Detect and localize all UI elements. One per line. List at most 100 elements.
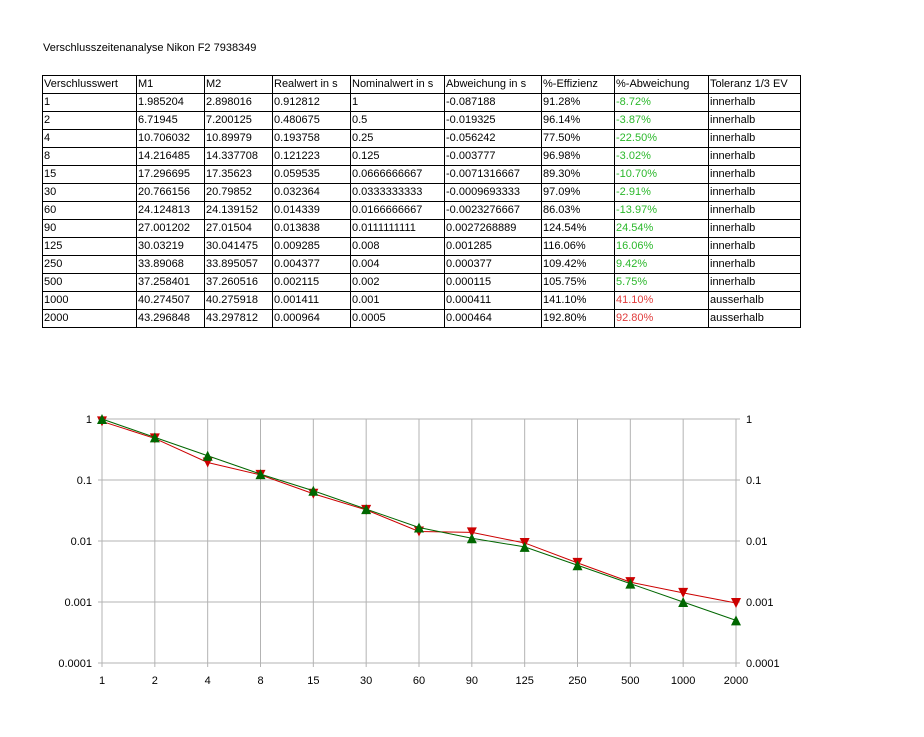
table-cell: innerhalb bbox=[708, 255, 801, 274]
table-cell: 20.766156 bbox=[136, 183, 205, 202]
column-header: Verschlusswert bbox=[42, 75, 137, 94]
table-cell: 16.06% bbox=[614, 237, 709, 256]
table-cell: 0.0027268889 bbox=[444, 219, 542, 238]
data-point bbox=[572, 560, 583, 571]
table-cell: 40.275918 bbox=[204, 291, 273, 310]
table-cell: 24.54% bbox=[614, 219, 709, 238]
table-cell: 30.041475 bbox=[204, 237, 273, 256]
table-cell: 124.54% bbox=[541, 219, 615, 238]
table-row: 60 24.124813 24.139152 0.014339 0.0166666667… bbox=[42, 201, 801, 220]
table-cell: innerhalb bbox=[708, 93, 801, 112]
table-cell: 20.79852 bbox=[204, 183, 273, 202]
table-cell: 500 bbox=[42, 273, 137, 292]
table-cell: 0.000411 bbox=[444, 291, 542, 310]
data-point bbox=[414, 522, 424, 533]
table-cell: innerhalb bbox=[708, 237, 801, 256]
table-row: 4 10.706032 10.89979 0.193758 0.25 -0.056242 7… bbox=[42, 129, 801, 148]
shutter-analysis-table: Verschlusswert M1 M2 Realwert in s Nominalwe… bbox=[42, 75, 801, 328]
table-row: 30 20.766156 20.79852 0.032364 0.0333333333-… bbox=[42, 183, 801, 202]
table-cell: innerhalb bbox=[708, 219, 801, 238]
table-cell: 4 bbox=[42, 129, 137, 148]
table-cell: 0.0666666667 bbox=[350, 165, 445, 184]
column-header: %-Abweichung bbox=[614, 75, 709, 94]
column-header: %-Effizienz bbox=[541, 75, 615, 94]
x-tick-label: 500 bbox=[621, 675, 639, 687]
table-cell: -0.0023276667 bbox=[444, 201, 542, 220]
table-cell: 0.001411 bbox=[272, 291, 351, 310]
column-header: Realwert in s bbox=[272, 75, 351, 94]
table-cell: 0.480675 bbox=[272, 111, 351, 130]
table-cell: 41.10% bbox=[614, 291, 709, 310]
x-tick-label: 8 bbox=[257, 675, 263, 687]
table-cell: innerhalb bbox=[708, 111, 801, 130]
table-cell: 0.000464 bbox=[444, 309, 542, 328]
sheet-title: Verschlusszeitenanalyse Nikon F2 7938349 bbox=[43, 42, 257, 54]
table-cell: 0.912812 bbox=[272, 93, 351, 112]
y-axis-ticks: 1 1 0.1 0.1 0.01 0.01 0.001 0.001 0.0001 0.0001 bbox=[58, 414, 779, 670]
data-point bbox=[255, 469, 266, 480]
table-header-row: Verschlusswert M1 M2 Realwert in s Nominalwe… bbox=[42, 75, 801, 94]
table-cell: ausserhalb bbox=[708, 309, 801, 328]
table-cell: -22.50% bbox=[614, 129, 709, 148]
y-tick-label-left: 0.001 bbox=[64, 597, 92, 609]
data-point bbox=[308, 485, 319, 496]
table-cell: ausserhalb bbox=[708, 291, 801, 310]
table-cell: 91.28% bbox=[541, 93, 615, 112]
table-cell: 14.337708 bbox=[204, 147, 273, 166]
table-cell: 0.193758 bbox=[272, 129, 351, 148]
x-tick-label: 30 bbox=[360, 675, 372, 687]
table-cell: -3.87% bbox=[614, 111, 709, 130]
table-cell: 33.895057 bbox=[204, 255, 273, 274]
table-cell: 43.297812 bbox=[204, 309, 273, 328]
table-cell: innerhalb bbox=[708, 147, 801, 166]
table-cell: -0.0009693333 bbox=[444, 183, 542, 202]
table-cell: 105.75% bbox=[541, 273, 615, 292]
table-cell: 33.89068 bbox=[136, 255, 205, 274]
table-cell: 0.004377 bbox=[272, 255, 351, 274]
table-cell: -3.02% bbox=[614, 147, 709, 166]
table-cell: 125 bbox=[42, 237, 137, 256]
table-cell: 17.35623 bbox=[204, 165, 273, 184]
table-cell: 37.260516 bbox=[204, 273, 273, 292]
table-cell: 7.200125 bbox=[204, 111, 273, 130]
table-cell: 0.0166666667 bbox=[350, 201, 445, 220]
y-tick-label-right: 0.001 bbox=[746, 597, 774, 609]
data-point bbox=[466, 533, 477, 544]
data-point bbox=[678, 587, 689, 598]
table-cell: 109.42% bbox=[541, 255, 615, 274]
table-row: 1000 40.274507 40.275918 0.001411 0.001 0.000… bbox=[42, 291, 801, 310]
table-cell: 9.42% bbox=[614, 255, 709, 274]
table-cell: 43.296848 bbox=[136, 309, 205, 328]
table-cell: -8.72% bbox=[614, 93, 709, 112]
table-cell: 96.98% bbox=[541, 147, 615, 166]
table-cell: 17.296695 bbox=[136, 165, 205, 184]
table-row: 15 17.296695 17.35623 0.059535 0.0666666667-… bbox=[42, 165, 801, 184]
table-cell: 97.09% bbox=[541, 183, 615, 202]
table-cell: 92.80% bbox=[614, 309, 709, 328]
table-cell: 0.001 bbox=[350, 291, 445, 310]
table-cell: -0.019325 bbox=[444, 111, 542, 130]
y-tick-label-left: 0.01 bbox=[71, 536, 92, 548]
table-cell: 24.124813 bbox=[136, 201, 205, 220]
table-cell: 96.14% bbox=[541, 111, 615, 130]
table-cell: 0.000115 bbox=[444, 273, 542, 292]
table-cell: 0.008 bbox=[350, 237, 445, 256]
column-header: Abweichung in s bbox=[444, 75, 542, 94]
table-cell: 0.004 bbox=[350, 255, 445, 274]
table-cell: 27.01504 bbox=[204, 219, 273, 238]
table-cell: 0.001285 bbox=[444, 237, 542, 256]
y-tick-label-left: 0.0001 bbox=[58, 658, 92, 670]
column-header: M1 bbox=[136, 75, 205, 94]
table-cell: 1 bbox=[350, 93, 445, 112]
table-cell: 15 bbox=[42, 165, 137, 184]
table-cell: 10.89979 bbox=[204, 129, 273, 148]
column-header: M2 bbox=[204, 75, 273, 94]
table-cell: 1000 bbox=[42, 291, 137, 310]
table-row: 2 6.71945 7.200125 0.480675 0.5 -0.019325 96.1… bbox=[42, 111, 801, 130]
table-cell: -13.97% bbox=[614, 201, 709, 220]
data-point bbox=[519, 541, 530, 552]
table-cell: 10.706032 bbox=[136, 129, 205, 148]
table-cell: 0.121223 bbox=[272, 147, 351, 166]
data-point bbox=[731, 597, 741, 608]
table-cell: 2000 bbox=[42, 309, 137, 328]
